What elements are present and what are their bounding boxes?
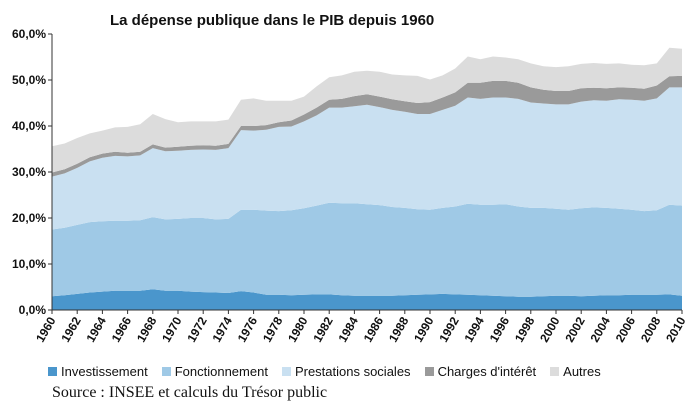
chart-axes bbox=[48, 33, 683, 314]
legend-label: Fonctionnement bbox=[174, 364, 268, 379]
y-tick-label: 50,0% bbox=[12, 73, 46, 87]
y-tick-label: 20,0% bbox=[12, 211, 46, 225]
x-tick-label: 1994 bbox=[462, 314, 488, 344]
area-series-1 bbox=[52, 202, 682, 297]
x-tick-label: 2008 bbox=[638, 314, 664, 344]
legend-label: Prestations sociales bbox=[294, 364, 411, 379]
x-tick-label: 1968 bbox=[134, 314, 160, 344]
x-tick-label: 2000 bbox=[537, 314, 563, 344]
x-tick-label: 1990 bbox=[411, 314, 437, 344]
x-tick-label: 1966 bbox=[109, 314, 135, 344]
x-tick-label: 1996 bbox=[487, 314, 513, 344]
legend-swatch bbox=[550, 367, 560, 376]
legend-label: Investissement bbox=[61, 364, 148, 379]
legend-item-2: Prestations sociales bbox=[281, 364, 411, 379]
x-tick-label: 2002 bbox=[562, 314, 588, 344]
x-tick-label: 1988 bbox=[386, 314, 412, 344]
source-note: Source : INSEE et calculs du Trésor publ… bbox=[52, 384, 328, 401]
x-tick-label: 1992 bbox=[436, 314, 462, 344]
y-tick-label: 40,0% bbox=[12, 119, 46, 133]
x-tick-label: 1972 bbox=[184, 314, 210, 344]
legend-swatch bbox=[48, 367, 57, 376]
area-series-4 bbox=[52, 47, 682, 173]
x-tick-label: 1998 bbox=[512, 314, 538, 344]
x-tick-label: 1982 bbox=[310, 314, 336, 344]
x-tick-label: 2006 bbox=[613, 314, 639, 344]
y-tick-label: 60,0% bbox=[12, 27, 46, 41]
x-tick-label: 1976 bbox=[235, 314, 261, 344]
x-tick-label: 2010 bbox=[663, 314, 688, 344]
x-tick-labels: 1960 1962 1964 1966 1968 1970 1972 1974 1976 1978… bbox=[33, 314, 688, 344]
chart-areas bbox=[52, 47, 682, 310]
legend-swatch bbox=[281, 367, 291, 376]
x-tick-label: 1962 bbox=[58, 314, 84, 344]
legend-item-4: Autres bbox=[550, 364, 601, 379]
area-series-0 bbox=[52, 289, 682, 310]
x-tick-label: 1980 bbox=[285, 314, 311, 344]
x-tick-label: 1984 bbox=[336, 314, 362, 344]
x-tick-label: 1960 bbox=[33, 314, 59, 344]
legend-label: Autres bbox=[563, 364, 601, 379]
chart-title: La dépense publique dans le PIB depuis 1… bbox=[110, 12, 435, 29]
x-tick-label: 1978 bbox=[260, 314, 286, 344]
legend-swatch bbox=[424, 367, 434, 376]
x-tick-label: 1986 bbox=[361, 314, 387, 344]
legend-swatch bbox=[161, 367, 171, 376]
legend-item-3: Charges d'intérêt bbox=[424, 364, 537, 379]
y-tick-label: 10,0% bbox=[12, 257, 46, 271]
chart-legend: Investissement Fonctionnement Prestations … bbox=[48, 364, 601, 379]
y-tick-labels: 0,0% 10,0% 20,0% 30,0% 40,0% 50,0% 60,0% bbox=[12, 27, 46, 317]
x-tick-label: 1970 bbox=[159, 314, 185, 344]
y-tick-label: 30,0% bbox=[12, 165, 46, 179]
legend-item-1: Fonctionnement bbox=[161, 364, 268, 379]
area-series-2 bbox=[52, 87, 682, 230]
legend-label: Charges d'intérêt bbox=[437, 364, 537, 379]
x-tick-label: 1964 bbox=[84, 314, 110, 344]
legend-item-0: Investissement bbox=[48, 364, 148, 379]
x-tick-label: 1974 bbox=[210, 314, 236, 344]
y-tick-label: 0,0% bbox=[19, 303, 47, 317]
x-tick-label: 2004 bbox=[588, 314, 614, 344]
area-series-3 bbox=[52, 75, 682, 177]
